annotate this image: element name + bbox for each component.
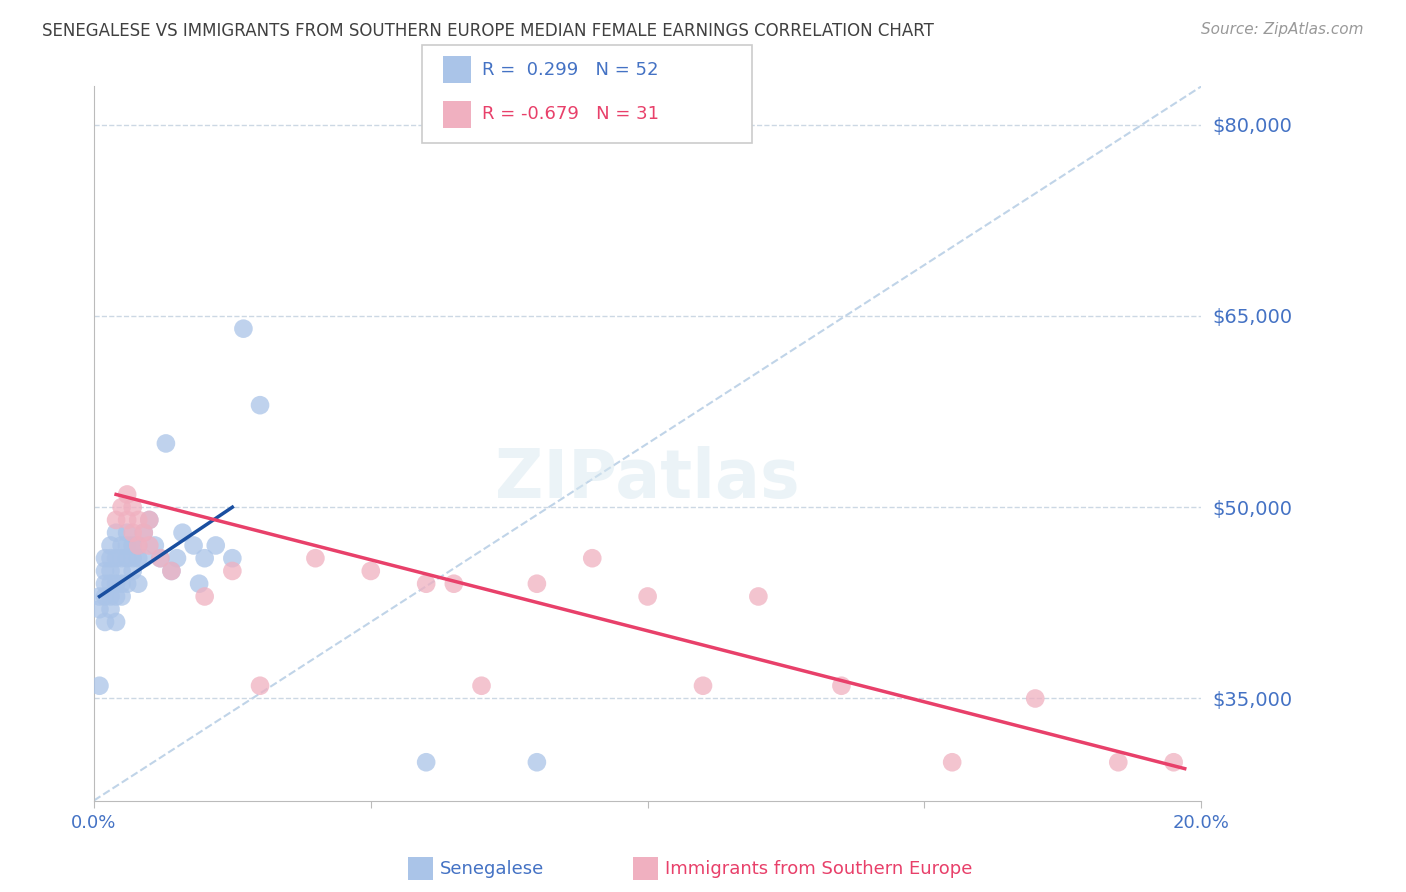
Text: Immigrants from Southern Europe: Immigrants from Southern Europe [665, 860, 973, 878]
Point [830, 679, 852, 693]
Point [637, 590, 659, 604]
Point [692, 679, 714, 693]
Point [121, 500, 143, 515]
Point [188, 576, 211, 591]
Point [166, 551, 188, 566]
Point [172, 525, 194, 540]
Point [204, 538, 226, 552]
Point [115, 487, 138, 501]
Point [232, 321, 254, 335]
Point [747, 590, 769, 604]
Point [132, 525, 155, 540]
Point [94, 615, 117, 629]
Point [110, 500, 132, 515]
Point [105, 576, 128, 591]
Point [304, 551, 326, 566]
Point [105, 525, 128, 540]
Point [100, 551, 122, 566]
Point [115, 525, 138, 540]
Point [138, 513, 160, 527]
Point [127, 538, 149, 552]
Point [526, 576, 548, 591]
Point [160, 564, 183, 578]
Point [1107, 756, 1129, 770]
Point [110, 590, 132, 604]
Text: R =  0.299   N = 52: R = 0.299 N = 52 [482, 61, 659, 78]
Point [526, 756, 548, 770]
Point [89, 679, 111, 693]
Point [1163, 756, 1185, 770]
Point [105, 590, 128, 604]
Point [415, 756, 437, 770]
Point [194, 590, 217, 604]
Point [143, 538, 166, 552]
Text: SENEGALESE VS IMMIGRANTS FROM SOUTHERN EUROPE MEDIAN FEMALE EARNINGS CORRELATION: SENEGALESE VS IMMIGRANTS FROM SOUTHERN E… [42, 22, 934, 40]
Point [110, 564, 132, 578]
Point [110, 538, 132, 552]
Point [221, 551, 243, 566]
Point [160, 564, 183, 578]
Point [121, 551, 143, 566]
Point [115, 538, 138, 552]
Point [94, 576, 117, 591]
Point [110, 551, 132, 566]
Point [127, 551, 149, 566]
Point [100, 602, 122, 616]
Point [105, 615, 128, 629]
Point [121, 538, 143, 552]
Point [127, 513, 149, 527]
Point [155, 436, 177, 450]
Point [89, 602, 111, 616]
Point [127, 576, 149, 591]
Text: Senegalese: Senegalese [440, 860, 544, 878]
Point [100, 538, 122, 552]
Point [360, 564, 382, 578]
Point [94, 551, 117, 566]
Point [132, 525, 155, 540]
Point [415, 576, 437, 591]
Point [121, 525, 143, 540]
Point [443, 576, 465, 591]
Point [249, 679, 271, 693]
Point [138, 513, 160, 527]
Text: Source: ZipAtlas.com: Source: ZipAtlas.com [1201, 22, 1364, 37]
Point [221, 564, 243, 578]
Point [100, 576, 122, 591]
Point [115, 551, 138, 566]
Point [105, 551, 128, 566]
Point [89, 590, 111, 604]
Point [127, 538, 149, 552]
Point [115, 576, 138, 591]
Text: R = -0.679   N = 31: R = -0.679 N = 31 [482, 105, 659, 123]
Point [94, 564, 117, 578]
Point [149, 551, 172, 566]
Point [194, 551, 217, 566]
Point [94, 590, 117, 604]
Point [132, 551, 155, 566]
Point [105, 513, 128, 527]
Point [1024, 691, 1046, 706]
Text: ZIPatlas: ZIPatlas [495, 446, 800, 512]
Point [183, 538, 205, 552]
Point [149, 551, 172, 566]
Point [470, 679, 492, 693]
Point [100, 564, 122, 578]
Point [249, 398, 271, 412]
Point [138, 538, 160, 552]
Point [100, 590, 122, 604]
Point [121, 564, 143, 578]
Point [941, 756, 963, 770]
Point [115, 513, 138, 527]
Point [581, 551, 603, 566]
Point [110, 576, 132, 591]
